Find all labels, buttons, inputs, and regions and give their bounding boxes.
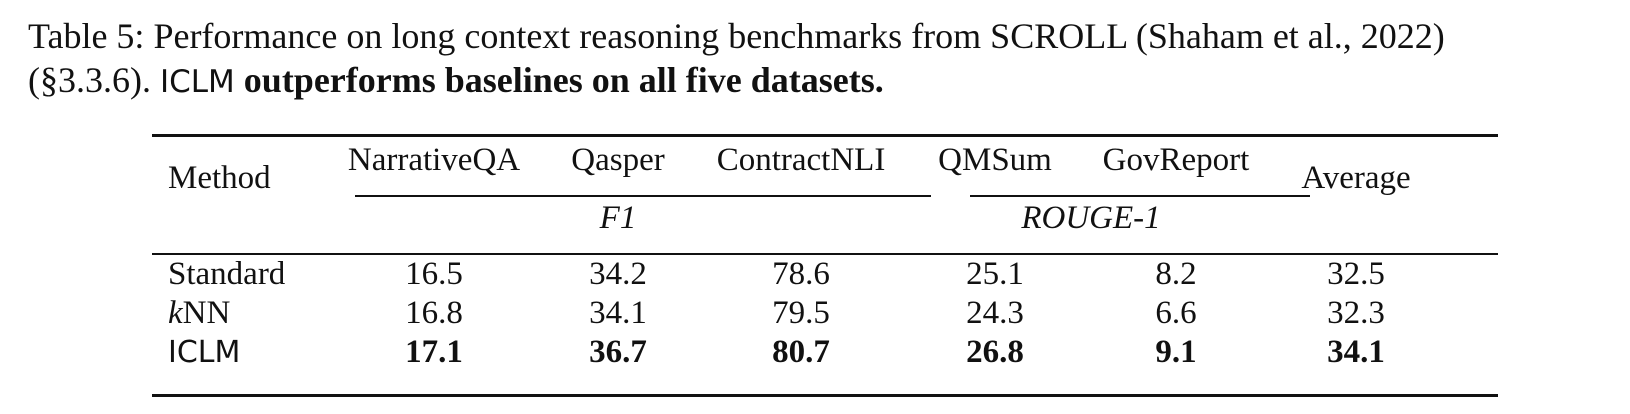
row-standard-govreport: 8.2	[1155, 256, 1197, 292]
caption-text-1: Table 5: Performance on long context rea…	[28, 16, 1445, 56]
row-knn-qasper: 34.1	[589, 295, 647, 331]
header-qasper: Qasper	[571, 142, 665, 178]
row-knn-narrativeqa: 16.8	[405, 295, 463, 331]
header-qmsum: QMSum	[938, 142, 1052, 178]
row-standard-narrativeqa: 16.5	[405, 256, 463, 292]
row-knn-govreport: 6.6	[1155, 295, 1197, 331]
header-contractnli: ContractNLI	[716, 142, 886, 178]
row-knn-qmsum: 24.3	[966, 295, 1024, 331]
header-govreport: GovReport	[1102, 142, 1250, 178]
row-iclm-contractnli: 80.7	[772, 334, 830, 370]
caption-model-name: ICLM	[159, 64, 235, 100]
header-narrativeqa: NarrativeQA	[347, 142, 521, 178]
row-iclm-qasper: 36.7	[589, 334, 647, 370]
f1-group-rule	[355, 195, 931, 197]
row-knn-average: 32.3	[1327, 295, 1385, 331]
row-iclm-method: ICLM	[168, 335, 241, 370]
caption-line-2: (§3.3.6). ICLM outperforms baselines on …	[28, 58, 1618, 104]
row-iclm-average: 34.1	[1327, 334, 1385, 370]
row-standard-method: Standard	[168, 256, 286, 292]
row-standard-contractnli: 78.6	[772, 256, 830, 292]
row-iclm-govreport: 9.1	[1155, 334, 1197, 370]
row-standard-qasper: 34.2	[589, 256, 647, 292]
row-knn-contractnli: 79.5	[772, 295, 830, 331]
table-mid-rule	[152, 253, 1498, 255]
header-group-f1: F1	[599, 200, 637, 236]
row-knn-method: kNN	[168, 295, 231, 331]
rouge-group-rule	[970, 195, 1310, 197]
row-iclm-narrativeqa: 17.1	[405, 334, 463, 370]
row-standard-qmsum: 25.1	[966, 256, 1024, 292]
row-iclm-qmsum: 26.8	[966, 334, 1024, 370]
caption-section-ref: (§3.3.6).	[28, 60, 160, 100]
row-standard-average: 32.5	[1327, 256, 1385, 292]
caption-bold-claim: outperforms baselines on all five datase…	[234, 60, 884, 100]
caption-line-1: Table 5: Performance on long context rea…	[28, 14, 1618, 58]
header-method: Method	[168, 160, 271, 196]
header-group-rouge: ROUGE-1	[1021, 200, 1161, 236]
header-average: Average	[1301, 160, 1411, 196]
table-bottom-rule	[152, 394, 1498, 397]
table-top-rule	[152, 134, 1498, 137]
table-caption: Table 5: Performance on long context rea…	[28, 14, 1618, 104]
